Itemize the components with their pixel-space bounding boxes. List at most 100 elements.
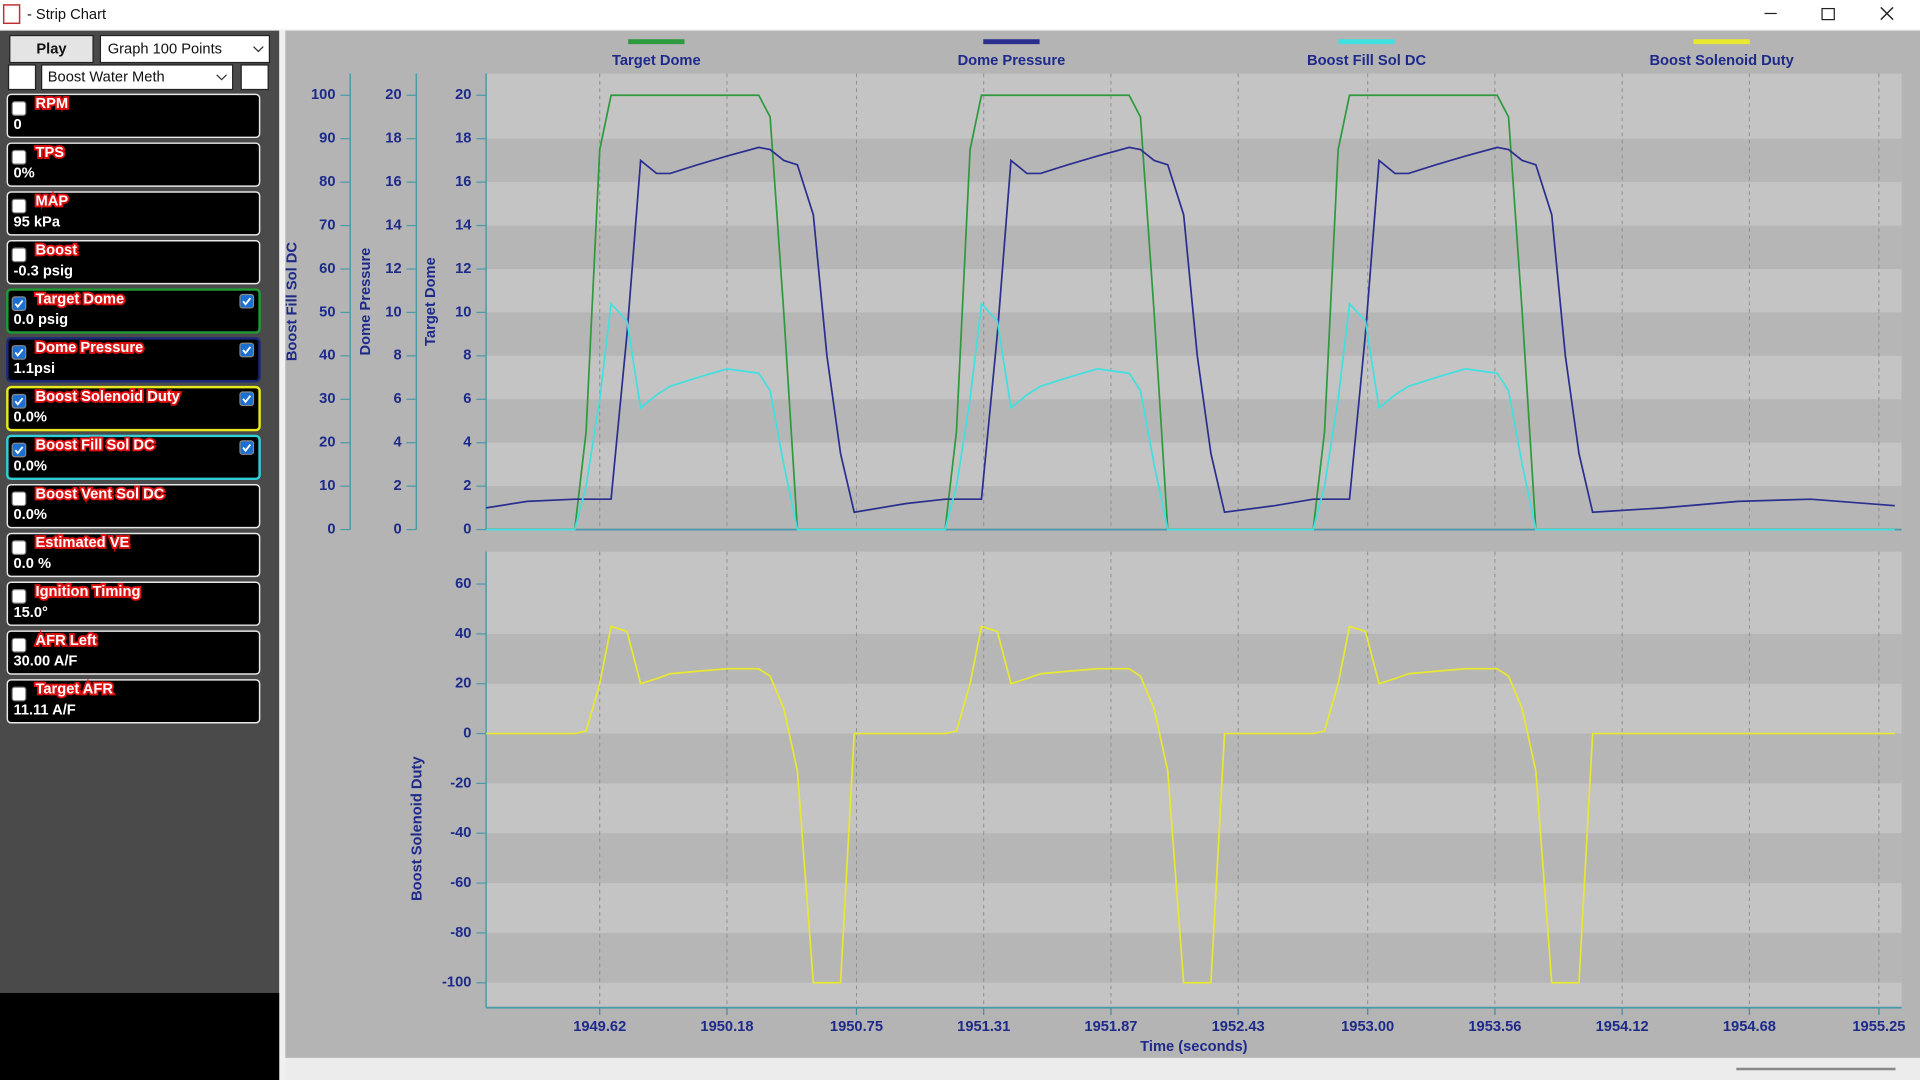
y-tick-label: 12	[455, 261, 471, 277]
x-tick-label: 1950.75	[830, 1019, 883, 1035]
channel-value: 15.0°	[13, 605, 48, 621]
group-dropdown[interactable]	[41, 64, 234, 91]
y-tick-label: 20	[319, 435, 335, 451]
y-tick-label: 18	[455, 131, 471, 147]
checkbox[interactable]	[11, 540, 27, 555]
checkbox[interactable]	[11, 296, 27, 312]
x-tick-label: 1952.43	[1212, 1019, 1265, 1035]
channel-value: 0.0 %	[13, 556, 51, 572]
checkbox[interactable]	[11, 491, 27, 507]
channel-box[interactable]	[6, 93, 261, 139]
checkbox[interactable]	[11, 149, 27, 165]
grid-band	[486, 138, 1902, 183]
window-title: - Strip Chart	[27, 7, 106, 23]
channel-name: Boost	[36, 242, 78, 258]
channel-box[interactable]	[6, 483, 261, 529]
channel-box[interactable]	[6, 288, 261, 334]
channel-name: Target Dome	[36, 291, 125, 307]
channel-box[interactable]	[6, 434, 261, 481]
channel-name: Ignition Timing	[36, 584, 141, 600]
check-mark	[242, 297, 252, 306]
y-tick-label: 6	[393, 391, 401, 407]
legend-swatch	[628, 39, 685, 45]
title-bar	[0, 0, 1920, 30]
checkbox[interactable]	[11, 198, 27, 214]
y-tick-label: -100	[442, 975, 471, 991]
x-tick-label: 1950.18	[700, 1019, 753, 1035]
channel-box[interactable]	[6, 679, 261, 724]
check-mark	[242, 443, 252, 453]
checkbox[interactable]	[239, 440, 255, 455]
channel-box[interactable]	[6, 191, 261, 236]
channel-name: Dome Pressure	[36, 340, 144, 356]
channel-value: 0.0%	[13, 458, 46, 474]
y-tick-label: 60	[319, 261, 335, 277]
y-tick-label: 4	[393, 435, 402, 451]
checkbox[interactable]	[11, 589, 27, 604]
app-icon	[2, 4, 21, 25]
legend-label: Target Dome	[612, 53, 701, 69]
checkbox[interactable]	[11, 393, 27, 409]
checkbox[interactable]	[239, 342, 255, 358]
y-tick-label: 60	[455, 576, 471, 592]
checkbox[interactable]	[11, 101, 27, 116]
y-tick-label: 30	[319, 391, 335, 407]
points-label: Graph 100 Points	[108, 42, 222, 58]
y-tick-label: 0	[393, 521, 401, 537]
y-tick-label: 10	[385, 304, 401, 320]
series-line	[486, 625, 1895, 984]
y-tick-label: -80	[450, 925, 471, 941]
checkbox[interactable]	[239, 293, 255, 309]
options-button[interactable]	[240, 64, 269, 91]
channel-value: 0%	[13, 166, 34, 182]
channel-box[interactable]	[6, 630, 261, 675]
checkbox[interactable]	[11, 686, 27, 702]
checkbox[interactable]	[11, 247, 27, 263]
y-tick-label: 40	[319, 348, 335, 364]
y-tick-label: 100	[311, 87, 336, 103]
channel-value: 1.1psi	[13, 361, 55, 377]
dropdown-arrow	[253, 46, 264, 53]
channel-box[interactable]	[6, 581, 261, 626]
close-button[interactable]	[1880, 6, 1894, 21]
group-label: Boost Water Meth	[48, 70, 165, 86]
legend-swatch	[983, 39, 1040, 45]
channel-name: TPS	[36, 145, 65, 161]
checkbox[interactable]	[239, 391, 255, 407]
y-tick-label: 0	[327, 521, 335, 537]
y-tick-label: 14	[385, 217, 402, 233]
legend-label: Dome Pressure	[958, 53, 1066, 69]
y-axis-title: Boost Solenoid Duty	[409, 756, 425, 901]
checkbox[interactable]	[11, 442, 27, 458]
y-tick-label: 2	[393, 478, 401, 494]
play-button[interactable]	[9, 34, 94, 64]
channel-box[interactable]	[6, 240, 261, 285]
legend-swatch	[1338, 39, 1395, 45]
channel-box[interactable]	[6, 142, 261, 187]
legend-label: Boost Fill Sol DC	[1307, 53, 1426, 69]
grid-band	[486, 932, 1902, 983]
grid-band	[486, 225, 1902, 269]
channel-name: Boost Fill Sol DC	[36, 438, 155, 454]
y-tick-label: 20	[385, 87, 401, 103]
restore-button[interactable]	[1821, 7, 1835, 21]
channel-box[interactable]	[6, 385, 261, 432]
y-tick-label: 6	[463, 391, 471, 407]
grid-band	[486, 486, 1902, 530]
checkbox[interactable]	[11, 345, 27, 360]
channel-name: Boost Solenoid Duty	[36, 389, 181, 405]
x-tick-label: 1954.68	[1723, 1019, 1776, 1035]
y-axis-title: Target Dome	[423, 257, 439, 346]
channel-name: AFR Left	[36, 633, 97, 649]
x-tick-label: 1951.31	[957, 1019, 1010, 1035]
points-dropdown[interactable]	[99, 34, 270, 64]
x-tick-label: 1954.12	[1596, 1019, 1649, 1035]
checkbox[interactable]	[11, 637, 27, 653]
x-tick-label: 1949.62	[573, 1019, 626, 1035]
channel-box[interactable]	[6, 337, 261, 383]
channel-box[interactable]	[6, 532, 261, 578]
color-button[interactable]	[7, 64, 37, 91]
y-tick-label: 70	[319, 217, 335, 233]
series-line	[486, 301, 1895, 531]
